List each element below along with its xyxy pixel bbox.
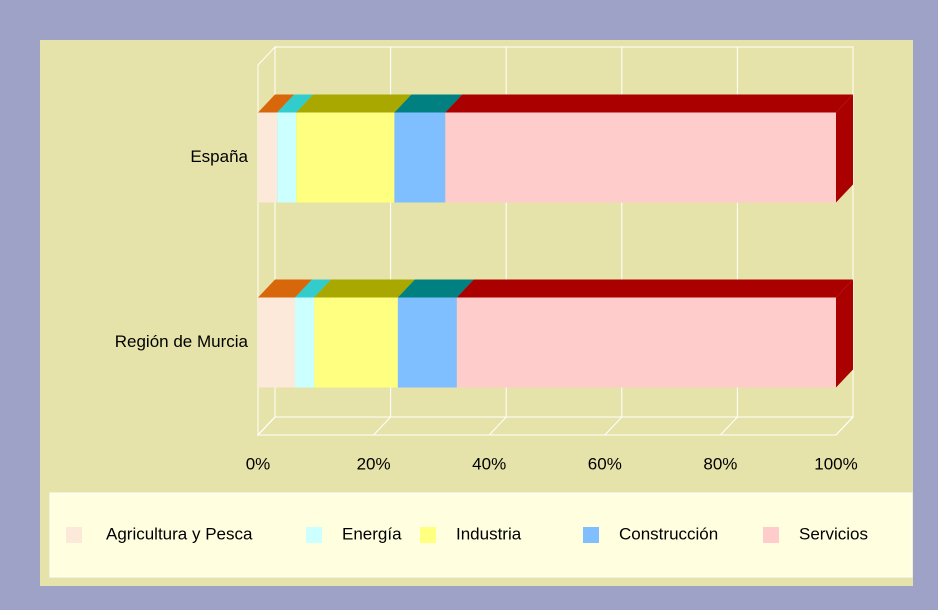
bar-top — [296, 94, 412, 113]
bar — [296, 112, 395, 203]
bar-top — [314, 279, 415, 298]
bar-top — [258, 94, 295, 113]
bar-top — [394, 94, 463, 113]
bar — [456, 297, 836, 388]
legend-swatch — [420, 527, 436, 543]
x-tick-label: 0% — [246, 454, 271, 473]
bar-top — [456, 279, 853, 298]
bar-side — [836, 279, 853, 388]
bar — [314, 297, 398, 388]
x-tick-label: 100% — [814, 454, 857, 473]
legend-swatch — [66, 527, 82, 543]
bar-top — [397, 279, 474, 298]
bar — [294, 297, 315, 388]
bar-side — [836, 94, 853, 203]
bar-top — [445, 94, 853, 113]
legend-label: Industria — [456, 524, 522, 543]
legend-label: Servicios — [799, 524, 868, 543]
y-tick-label: España — [190, 147, 248, 166]
bar — [258, 297, 295, 388]
bar-top — [258, 279, 312, 298]
bar — [394, 112, 446, 203]
legend-swatch — [583, 527, 599, 543]
bar-top — [294, 279, 332, 298]
x-tick-label: 60% — [588, 454, 622, 473]
y-tick-label: Región de Murcia — [115, 332, 249, 351]
legend-swatch — [763, 527, 779, 543]
legend-label: Agricultura y Pesca — [106, 524, 253, 543]
x-tick-label: 40% — [472, 454, 506, 473]
bar — [277, 112, 297, 203]
bar-top — [277, 94, 314, 113]
x-tick-label: 80% — [703, 454, 737, 473]
legend-swatch — [306, 527, 322, 543]
bar — [397, 297, 457, 388]
bar — [445, 112, 836, 203]
x-tick-label: 20% — [357, 454, 391, 473]
legend-label: Energía — [342, 524, 402, 543]
legend-label: Construcción — [619, 524, 718, 543]
bar — [258, 112, 278, 203]
